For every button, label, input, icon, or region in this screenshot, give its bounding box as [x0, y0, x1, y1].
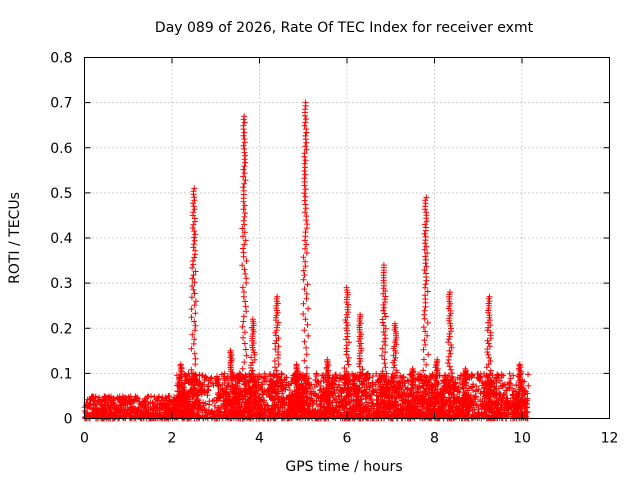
chart-title: Day 089 of 2026, Rate Of TEC Index for r… [155, 20, 534, 36]
y-tick-label: 0 [64, 412, 73, 428]
x-tick-label: 12 [601, 431, 619, 447]
y-tick-label: 0.3 [50, 276, 72, 292]
grid-lines [84, 57, 610, 419]
x-tick-label: 2 [168, 431, 177, 447]
roti-plus-markers [81, 99, 532, 422]
x-tick-label: 0 [80, 431, 89, 447]
y-tick-label: 0.2 [50, 321, 72, 337]
y-tick-label: 0.8 [50, 51, 72, 67]
axis-ticks [84, 57, 610, 419]
y-tick-label: 0.7 [50, 96, 72, 112]
x-tick-label: 6 [343, 431, 352, 447]
data-points [81, 99, 532, 422]
x-axis-label: GPS time / hours [285, 459, 402, 475]
x-tick-label: 4 [255, 431, 264, 447]
y-tick-label: 0.5 [50, 186, 72, 202]
x-tick-label: 8 [430, 431, 439, 447]
y-tick-label: 0.4 [50, 231, 72, 247]
tick-labels: 0 0.1 0.2 0.3 0.4 0.5 0.6 0.7 0.8 0 2 4 6 8 10 12 [50, 51, 618, 447]
y-axis-label: ROTI / TECUs [7, 192, 23, 284]
y-tick-label: 0.1 [50, 366, 72, 382]
x-tick-label: 10 [513, 431, 531, 447]
y-tick-label: 0.6 [50, 141, 72, 157]
